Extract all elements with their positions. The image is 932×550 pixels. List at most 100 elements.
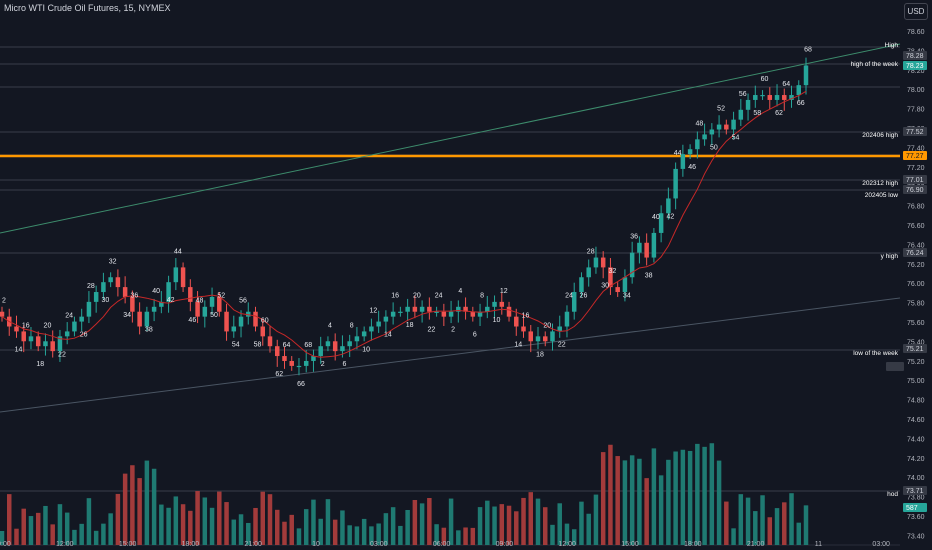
- candle-body: [274, 346, 280, 357]
- bar-count-label: 64: [283, 342, 291, 349]
- price-tag-label: 78.28: [906, 53, 924, 60]
- candle-body: [144, 311, 150, 327]
- candle-body: [629, 252, 635, 278]
- volume-bar: [64, 512, 70, 545]
- bar-count-label: 38: [645, 273, 653, 280]
- volume-bar: [521, 497, 526, 545]
- candle-body: [673, 168, 678, 199]
- candle-body: [159, 301, 164, 307]
- volume-bar: [347, 525, 352, 545]
- moving-averages: [1, 90, 807, 358]
- bar-count-label: 14: [384, 332, 392, 339]
- volume-bar: [202, 497, 208, 545]
- candle-body: [50, 341, 55, 352]
- candle-body: [658, 213, 664, 233]
- volume-bar: [731, 528, 736, 545]
- bar-count-label: 54: [732, 135, 740, 142]
- candle-body: [514, 316, 519, 327]
- volume-bar: [695, 443, 700, 545]
- currency-button[interactable]: USD: [904, 3, 928, 20]
- volume-bar: [448, 498, 454, 545]
- price-tag-label: 75.21: [906, 346, 924, 353]
- candle-body: [492, 301, 497, 307]
- candle-body: [702, 134, 707, 140]
- volume-bar: [615, 456, 620, 545]
- candle-body: [499, 301, 505, 307]
- level-label: high of the week: [851, 61, 899, 68]
- volume-bar: [651, 448, 657, 545]
- price-tick-label: 74.00: [907, 475, 925, 482]
- bar-count-label: 68: [304, 342, 312, 349]
- candle-body: [28, 336, 34, 342]
- bar-count-label: 56: [239, 298, 247, 305]
- volume-bar: [658, 475, 664, 545]
- bar-count-label: 60: [261, 317, 269, 324]
- volume-bar: [274, 509, 280, 545]
- price-tick-label: 75.60: [907, 320, 925, 327]
- price-tick-label: 75.00: [907, 378, 925, 385]
- bar-count-label: 20: [44, 322, 52, 329]
- candle-body: [86, 301, 92, 317]
- price-tag: [903, 151, 927, 160]
- volume-bar: [383, 513, 389, 545]
- volume-bar: [680, 449, 686, 545]
- volume-bar: [43, 505, 48, 545]
- candle-body: [644, 242, 649, 258]
- bar-count-label: 2: [321, 361, 325, 368]
- candle-body: [405, 306, 410, 312]
- bar-count-label: 64: [782, 81, 790, 88]
- bar-count-label: 24: [435, 293, 443, 300]
- time-tick-label: 03:00: [872, 541, 890, 548]
- volume-bar: [195, 491, 200, 545]
- volume-bar: [217, 491, 222, 545]
- volume-bar: [608, 444, 613, 545]
- volume-bar: [325, 499, 331, 545]
- time-tick-label: 10: [312, 541, 320, 548]
- candle-body: [369, 326, 374, 332]
- low-tag-bg: [886, 362, 904, 371]
- candle-body: [448, 311, 454, 317]
- candle-body: [209, 296, 215, 307]
- price-tag: [903, 344, 927, 353]
- price-tag: [903, 61, 927, 70]
- volume-bar: [470, 527, 476, 545]
- volume-bar: [398, 525, 403, 545]
- price-tag: [903, 248, 927, 257]
- price-tick-label: 73.60: [907, 514, 925, 521]
- volume-bar: [542, 507, 548, 545]
- volume-bar: [340, 510, 345, 545]
- price-tick-label: 74.20: [907, 456, 925, 463]
- volume-bar: [303, 509, 309, 545]
- price-tag-label: 73.71: [906, 488, 924, 495]
- volume-bar: [231, 519, 237, 545]
- time-tick-label: 18:00: [182, 541, 200, 548]
- bar-count-label: 24: [65, 312, 73, 319]
- price-tick-label: 73.80: [907, 495, 925, 502]
- bar-count-label: 66: [797, 100, 805, 107]
- volume-bar: [289, 514, 294, 545]
- volume-bar: [209, 507, 215, 545]
- bar-count-label: 6: [473, 332, 477, 339]
- candle-body: [622, 277, 628, 293]
- candle-body: [224, 311, 229, 332]
- price-tag-label: 587: [906, 505, 918, 512]
- bar-count-label: 4: [328, 322, 332, 329]
- bar-count-label: 18: [406, 322, 414, 329]
- price-tick-label: 74.40: [907, 436, 925, 443]
- candle-body: [318, 346, 323, 357]
- volume-bar: [35, 512, 41, 545]
- volume-bar: [180, 504, 186, 545]
- candle-body: [35, 336, 41, 347]
- candle-body: [796, 85, 802, 96]
- price-tag-label: 78.23: [906, 63, 924, 70]
- candle-body: [760, 95, 765, 97]
- candle-body: [180, 267, 186, 288]
- bar-count-label: 8: [350, 322, 354, 329]
- candle-body: [803, 65, 809, 86]
- bar-count-label: 22: [558, 342, 566, 349]
- candle-body: [0, 311, 5, 317]
- volume-bar: [745, 497, 751, 545]
- candle-body: [151, 306, 157, 312]
- volume-bar: [622, 460, 628, 545]
